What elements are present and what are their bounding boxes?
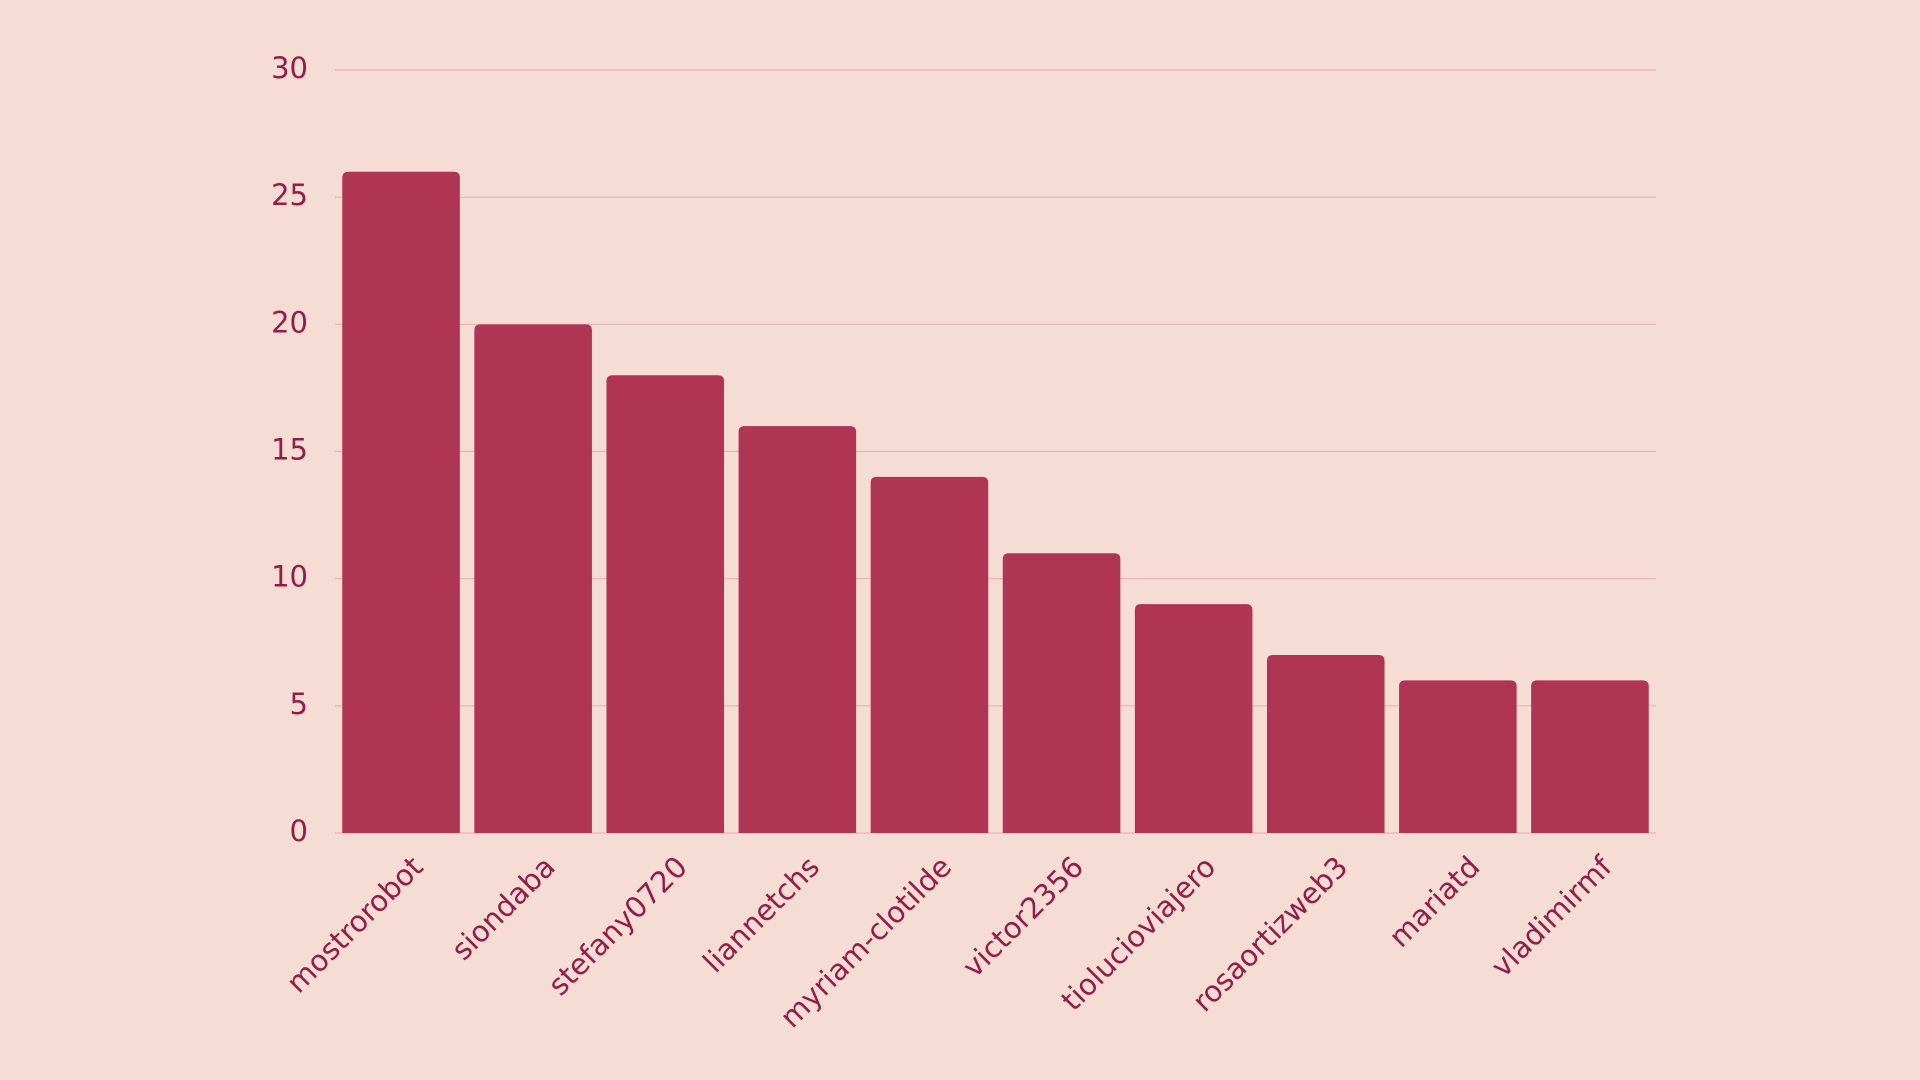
- bar: [870, 476, 989, 833]
- bar: [1399, 680, 1517, 833]
- bar: [342, 171, 460, 833]
- x-tick-label: vladimirmf: [1484, 849, 1619, 984]
- y-tick-label: 5: [290, 687, 308, 721]
- x-tick-label: mariatd: [1382, 850, 1486, 954]
- bar: [1134, 604, 1253, 833]
- bar: [474, 324, 592, 833]
- y-tick-label: 0: [290, 814, 308, 848]
- y-tick-label: 10: [271, 560, 308, 594]
- bar: [1531, 680, 1649, 833]
- y-tick-label: 30: [271, 51, 308, 85]
- x-tick-label: mostrorobot: [280, 850, 430, 1000]
- bar: [738, 426, 857, 833]
- y-tick-label: 25: [271, 178, 308, 212]
- bar: [1002, 553, 1121, 833]
- x-tick-label: liannetchs: [696, 850, 826, 980]
- y-tick-label: 20: [271, 305, 308, 339]
- y-tick-label: 15: [271, 433, 308, 467]
- x-tick-label: siondaba: [445, 850, 562, 967]
- bar: [606, 375, 725, 833]
- x-tick-label: victor2356: [956, 850, 1090, 984]
- bar: [1266, 654, 1385, 833]
- x-tick-label: stefany0720: [541, 850, 693, 1002]
